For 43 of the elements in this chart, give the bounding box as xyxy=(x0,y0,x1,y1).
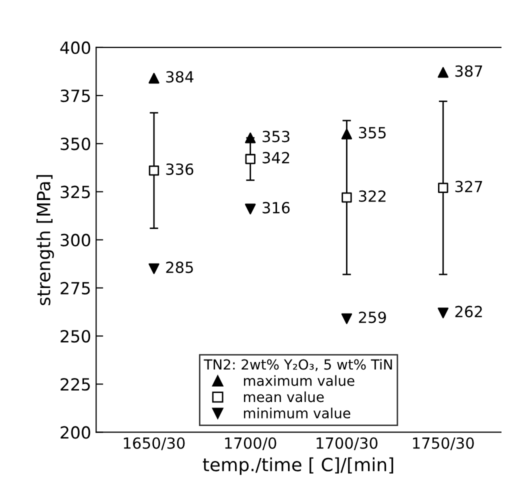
point xyxy=(244,204,256,214)
y-tick-label: 325 xyxy=(60,186,90,198)
y-tick-label: 400 xyxy=(60,41,90,54)
y-tick-label: 300 xyxy=(60,234,90,246)
point xyxy=(341,128,352,140)
x-tick-label: 1700/0 xyxy=(225,437,276,450)
data-label: 259 xyxy=(358,312,386,324)
legend-label: minimum value xyxy=(244,408,350,418)
data-label: 316 xyxy=(262,202,290,214)
y-tick-label: 200 xyxy=(60,426,90,439)
point xyxy=(245,154,256,164)
data-label: 336 xyxy=(166,163,194,175)
point xyxy=(438,67,448,78)
data-label: 387 xyxy=(455,65,482,77)
legend-label: maximum value xyxy=(244,375,354,386)
data-label: 355 xyxy=(359,126,386,138)
y-tick-label: 275 xyxy=(60,282,90,294)
x-tick-label: 1750/30 xyxy=(413,437,474,450)
data-label: 384 xyxy=(166,71,194,83)
x-tick-label: 1700/30 xyxy=(316,437,378,450)
point xyxy=(148,263,160,274)
data-label: 322 xyxy=(359,190,386,202)
point xyxy=(438,308,448,318)
data-label: 327 xyxy=(455,180,482,192)
y-tick-label: 350 xyxy=(60,138,90,150)
legend-label: mean value xyxy=(244,391,324,402)
y-axis-title: strength [MPa] xyxy=(36,175,54,306)
data-label: 262 xyxy=(455,306,482,318)
legend-title: TN2: 2wt% Y₂O₃, 5 wt% TiN xyxy=(204,359,392,372)
point xyxy=(341,313,352,324)
data-label: 342 xyxy=(262,152,290,164)
x-tick-label: 1650/30 xyxy=(124,437,185,450)
data-label: 285 xyxy=(166,262,193,274)
point xyxy=(438,182,448,193)
point xyxy=(342,192,352,203)
data-label: 353 xyxy=(262,130,290,142)
y-tick-label: 375 xyxy=(60,89,90,102)
point xyxy=(148,165,160,176)
x-axis-title: temp./time [ C]/[min] xyxy=(202,457,394,475)
point xyxy=(244,132,256,144)
point xyxy=(148,72,160,84)
y-tick-label: 250 xyxy=(60,330,90,343)
y-tick-label: 225 xyxy=(60,378,90,391)
